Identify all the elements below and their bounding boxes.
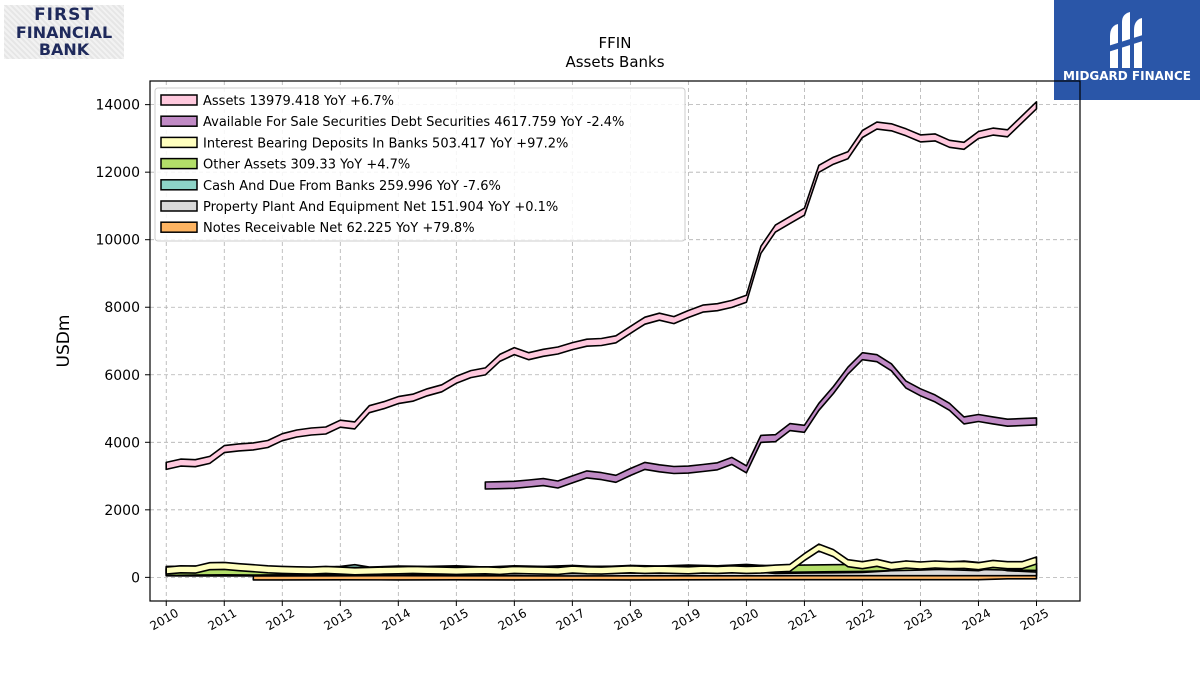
y-tick-label: 4000 [104,435,140,451]
plot-frame [149,80,1081,602]
y-tick-label: 10000 [95,233,140,249]
legend-entry-3: Other Assets 309.33 YoY +4.7% [203,158,410,173]
legend-entry-1: Available For Sale Securities Debt Secur… [203,115,624,130]
x-tick-label: 2010 [148,606,181,633]
legend-swatch-1 [160,115,198,127]
legend: Assets 13979.418 YoY +6.7% Available For … [154,87,686,242]
midgard-brand-text: MIDGARD FINANCE [1063,69,1191,83]
x-tick-label: 2013 [322,606,355,633]
x-tick-label: 2015 [438,606,471,633]
first-financial-bank-logo: FIRST FINANCIAL BANK [4,5,124,59]
legend-swatch-3 [160,157,198,170]
x-tick-label: 2020 [728,606,761,633]
chart-title: FFIN [599,34,632,52]
series-band-2 [165,543,1038,576]
x-tick-label: 2011 [206,606,239,633]
y-tick-label: 14000 [95,98,140,114]
legend-swatch-0 [160,94,198,106]
y-tick-label: 8000 [104,300,140,316]
legend-swatch-5 [160,200,198,212]
x-tick-label: 2014 [380,606,413,633]
x-tick-label: 2024 [960,606,993,633]
logo-left-line-2: FINANCIAL [15,23,113,42]
x-tick-label: 2025 [1018,606,1051,633]
y-tick-label: 12000 [95,165,140,181]
y-tick-label: 0 [131,570,140,586]
legend-entry-5: Property Plant And Equipment Net 151.904… [203,200,558,215]
logo-left-line-3: BANK [38,40,90,59]
series-band-1 [484,351,1038,490]
x-tick-label: 2019 [670,606,703,633]
x-tick-label: 2016 [496,606,529,633]
chart-subtitle: Assets Banks [565,53,664,71]
legend-entry-0: Assets 13979.418 YoY +6.7% [203,94,394,109]
x-tick-label: 2022 [844,606,877,633]
logo-left-line-1: FIRST [34,5,94,25]
legend-swatch-4 [160,179,198,191]
y-tick-label: 6000 [104,368,140,384]
x-tick-label: 2012 [264,606,297,633]
x-tick-label: 2018 [612,606,645,633]
y-tick-label: 2000 [104,503,140,519]
x-tick-label: 2017 [554,606,587,633]
midgard-mark-icon [1108,12,1146,68]
x-tick-label: 2021 [786,606,819,633]
midgard-finance-logo: MIDGARD FINANCE [1054,0,1200,100]
series-bands [165,101,1038,581]
legend-entry-4: Cash And Due From Banks 259.996 YoY -7.6… [203,179,501,194]
legend-entry-6: Notes Receivable Net 62.225 YoY +79.8% [203,221,475,236]
series-band-0 [165,101,1038,471]
legend-swatch-6 [160,221,198,233]
y-axis-label: USDm [54,315,74,368]
x-tick-label: 2023 [902,606,935,633]
legend-entry-2: Interest Bearing Deposits In Banks 503.4… [203,136,568,151]
legend-swatch-2 [160,136,198,149]
legend-box [154,87,686,242]
